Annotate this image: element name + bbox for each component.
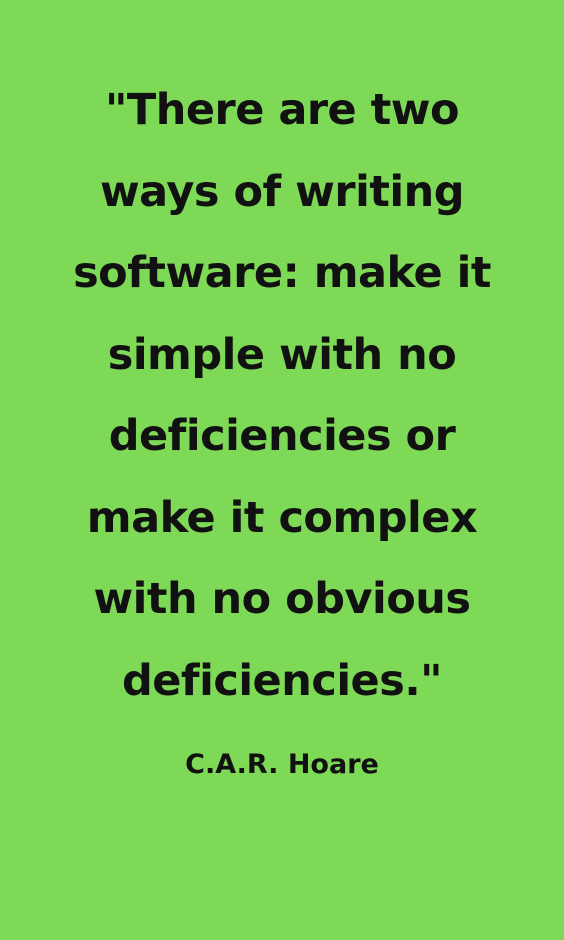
quote-line-4: simple with no bbox=[107, 329, 457, 380]
quote-line-6: make it complex bbox=[86, 492, 478, 543]
quote-line-8: deficiencies." bbox=[121, 655, 443, 706]
quote-line-5: deficiencies or bbox=[108, 411, 456, 461]
quote-line-7: with no obvious bbox=[93, 574, 471, 624]
quote-line-3: software: make it bbox=[73, 248, 491, 298]
quote-text: "There are two ways of writing software:… bbox=[22, 70, 542, 722]
quote-line-2: ways of writing bbox=[99, 166, 465, 217]
quote-line-1: "There are two bbox=[104, 85, 460, 135]
quote-author: C.A.R. Hoare bbox=[185, 749, 379, 780]
